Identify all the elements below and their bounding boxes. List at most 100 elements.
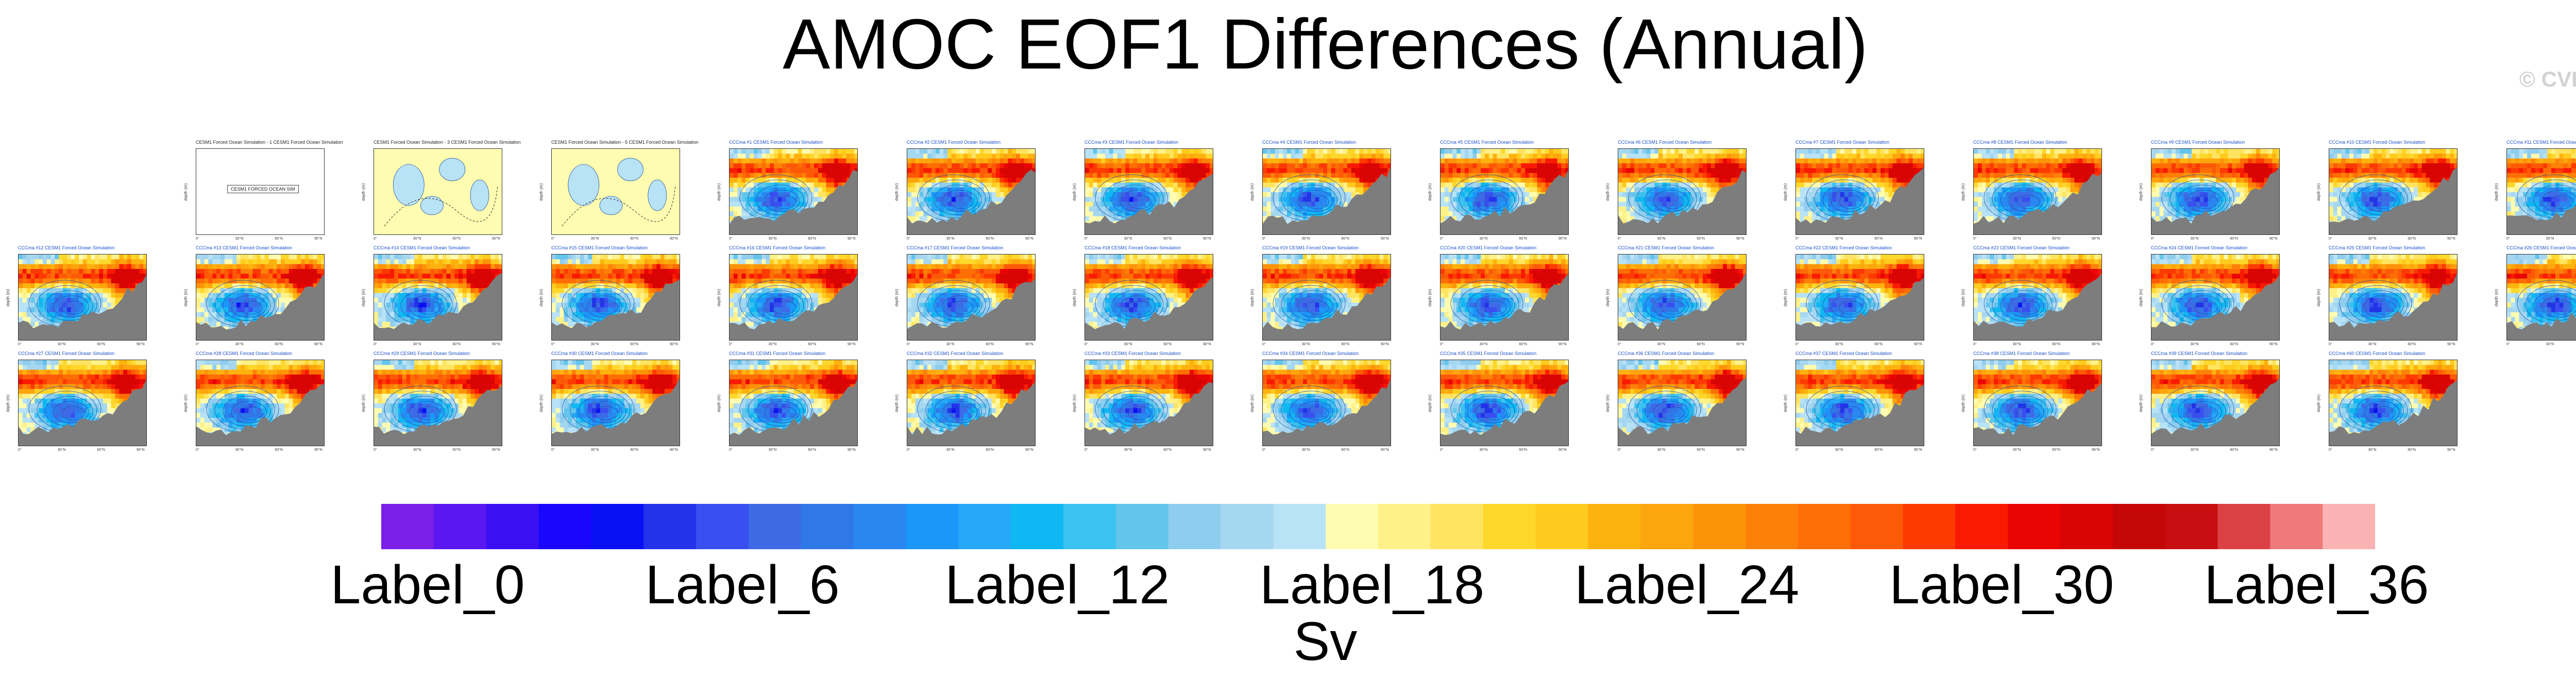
colorbar-units-label: Sv xyxy=(0,611,2576,672)
panel-plot-area xyxy=(1440,360,1569,446)
panel-y-axis-label: depth (m) xyxy=(1961,289,1965,307)
colorbar-swatch xyxy=(538,504,591,549)
panel-title: CCCma #5 CESM1 Forced Ocean Simulation xyxy=(1440,139,1589,145)
colorbar-tick-label: Label_18 xyxy=(1260,554,1484,616)
panel-x-tick-label: 0° xyxy=(1084,237,1088,241)
panel-x-ticks: 0° 30°N 60°N 90°N xyxy=(1084,343,1213,349)
panel-title: CCCma #24 CESM1 Forced Ocean Simulation xyxy=(2151,245,2300,251)
colorbar-tick-label: Label_36 xyxy=(2204,554,2429,616)
panel-x-tick-label: 30°N xyxy=(2546,237,2554,241)
panel-x-ticks: 0° 30°N 60°N 90°N xyxy=(1084,448,1213,454)
colorbar-swatch xyxy=(2008,504,2061,549)
panel-y-axis-label: depth (m) xyxy=(2139,183,2143,201)
panel-plot-area xyxy=(2329,148,2458,235)
panel-x-tick-label: 30°N xyxy=(235,237,244,241)
colorbar-swatch xyxy=(2270,504,2323,549)
panel-plot-area xyxy=(374,254,502,341)
amoc-field xyxy=(2151,149,2279,234)
panel-plot-area xyxy=(18,254,147,341)
colorbar-swatch xyxy=(1693,504,1746,549)
panel-x-tick-label: 30°N xyxy=(1124,237,1132,241)
panel-x-tick-label: 0° xyxy=(2329,237,2332,241)
panel-y-axis-label: depth (m) xyxy=(183,183,188,201)
panel-x-tick-label: 0° xyxy=(1973,237,1977,241)
panel-x-tick-label: 60°N xyxy=(808,448,816,452)
panel-title: CCCma #26 CESM1 Forced Ocean Simulation xyxy=(2506,245,2576,251)
panel-x-tick-label: 0° xyxy=(196,448,199,452)
colorbar-swatch xyxy=(958,504,1011,549)
eof-panel: CCCma #15 CESM1 Forced Ocean Simulation d… xyxy=(536,245,706,355)
panel-x-tick-label: 90°N xyxy=(1558,448,1567,452)
panel-x-tick-label: 60°N xyxy=(1874,448,1883,452)
panel-title: CCCma #14 CESM1 Forced Ocean Simulation xyxy=(374,245,523,251)
panel-x-ticks: 0° 30°N 60°N 90°N xyxy=(196,448,325,454)
panel-title: CCCma #35 CESM1 Forced Ocean Simulation xyxy=(1440,350,1589,357)
panel-x-tick-label: 90°N xyxy=(670,343,678,346)
panel-y-axis-label: depth (m) xyxy=(717,289,721,307)
eof-panel: CCCma #10 CESM1 Forced Ocean Simulation d… xyxy=(2313,139,2483,250)
panel-title: CCCma #21 CESM1 Forced Ocean Simulation xyxy=(1618,245,1767,251)
panel-y-axis-label: depth (m) xyxy=(717,395,721,412)
eof-panel: CCCma #4 CESM1 Forced Ocean Simulation de… xyxy=(1247,139,1417,250)
panel-x-tick-label: 30°N xyxy=(2191,237,2199,241)
panel-y-axis-label: depth (m) xyxy=(1783,183,1788,201)
panel-y-axis-label: depth (m) xyxy=(1605,183,1610,201)
panel-x-tick-label: 30°N xyxy=(235,448,244,452)
panel-x-tick-label: 90°N xyxy=(2092,448,2100,452)
blank-panel-message: CESM1 FORCED OCEAN SIM xyxy=(227,185,299,193)
panel-y-axis-label: depth (m) xyxy=(2316,183,2321,201)
panel-title: CCCma #34 CESM1 Forced Ocean Simulation xyxy=(1262,350,1412,357)
colorbar-swatch xyxy=(2217,504,2270,549)
panel-title: CCCma #10 CESM1 Forced Ocean Simulation xyxy=(2329,139,2478,145)
eof-panel: CCCma #13 CESM1 Forced Ocean Simulation d… xyxy=(180,245,350,355)
eof-panel: CCCma #28 CESM1 Forced Ocean Simulation d… xyxy=(180,350,350,461)
panel-x-tick-label: 0° xyxy=(2151,448,2155,452)
colorbar-swatch xyxy=(906,504,959,549)
panel-x-ticks: 0° 30°N 60°N 90°N xyxy=(1795,343,1924,349)
panel-plot-area xyxy=(2329,254,2458,341)
panel-x-tick-label: 90°N xyxy=(314,448,323,452)
amoc-field xyxy=(552,360,680,446)
panel-title: CCCma #20 CESM1 Forced Ocean Simulation xyxy=(1440,245,1589,251)
panel-plot-area xyxy=(1795,254,1924,341)
panel-x-ticks: 0° 30°N 60°N 90°N xyxy=(1795,237,1924,243)
panel-title: CCCma #40 CESM1 Forced Ocean Simulation xyxy=(2329,350,2478,357)
amoc-field xyxy=(374,360,502,446)
panel-x-tick-label: 30°N xyxy=(413,237,421,241)
panel-x-ticks: 0° 30°N 60°N 90°N xyxy=(1440,237,1569,243)
panel-x-tick-label: 0° xyxy=(2506,237,2510,241)
amoc-field xyxy=(1974,255,2102,340)
panel-x-tick-label: 60°N xyxy=(1697,448,1705,452)
panel-y-axis-label: depth (m) xyxy=(2139,395,2143,412)
panel-plot-area xyxy=(551,254,680,341)
panel-title: CCCma #38 CESM1 Forced Ocean Simulation xyxy=(1973,350,2123,357)
eof-panel: CCCma #8 CESM1 Forced Ocean Simulation de… xyxy=(1958,139,2128,250)
eof-panel: CCCma #36 CESM1 Forced Ocean Simulation d… xyxy=(1602,350,1772,461)
panel-x-tick-label: 0° xyxy=(18,343,22,346)
panel-x-tick-label: 60°N xyxy=(808,237,816,241)
panel-x-tick-label: 90°N xyxy=(2269,343,2278,346)
panel-plot-area xyxy=(1262,360,1391,446)
colorbar-swatch xyxy=(696,504,749,549)
panel-x-tick-label: 90°N xyxy=(2269,448,2278,452)
panel-x-tick-label: 90°N xyxy=(848,448,856,452)
panel-y-axis-label: depth (m) xyxy=(1428,289,1432,307)
colorbar-swatch xyxy=(1378,504,1431,549)
panel-title: CCCma #19 CESM1 Forced Ocean Simulation xyxy=(1262,245,1412,251)
eof-panel xyxy=(3,139,173,250)
amoc-field xyxy=(1440,255,1568,340)
panel-x-tick-label: 90°N xyxy=(848,237,856,241)
panel-title: CCCma #1 CESM1 Forced Ocean Simulation xyxy=(729,139,878,145)
panel-y-axis-label: depth (m) xyxy=(1072,183,1077,201)
eof-panel: CCCma #18 CESM1 Forced Ocean Simulation d… xyxy=(1069,245,1239,355)
panel-y-axis-label: depth (m) xyxy=(1783,289,1788,307)
amoc-field xyxy=(552,149,680,234)
eof-panel: CCCma #32 CESM1 Forced Ocean Simulation d… xyxy=(891,350,1061,461)
panel-plot-area xyxy=(2506,254,2576,341)
panel-x-tick-label: 60°N xyxy=(630,237,638,241)
eof-panel: CCCma #1 CESM1 Forced Ocean Simulation de… xyxy=(714,139,884,250)
panel-plot-area xyxy=(1973,360,2102,446)
eof-panel: CCCma #39 CESM1 Forced Ocean Simulation d… xyxy=(2136,350,2306,461)
eof-panel: CCCma #30 CESM1 Forced Ocean Simulation d… xyxy=(536,350,706,461)
panel-y-axis-label: depth (m) xyxy=(539,289,544,307)
